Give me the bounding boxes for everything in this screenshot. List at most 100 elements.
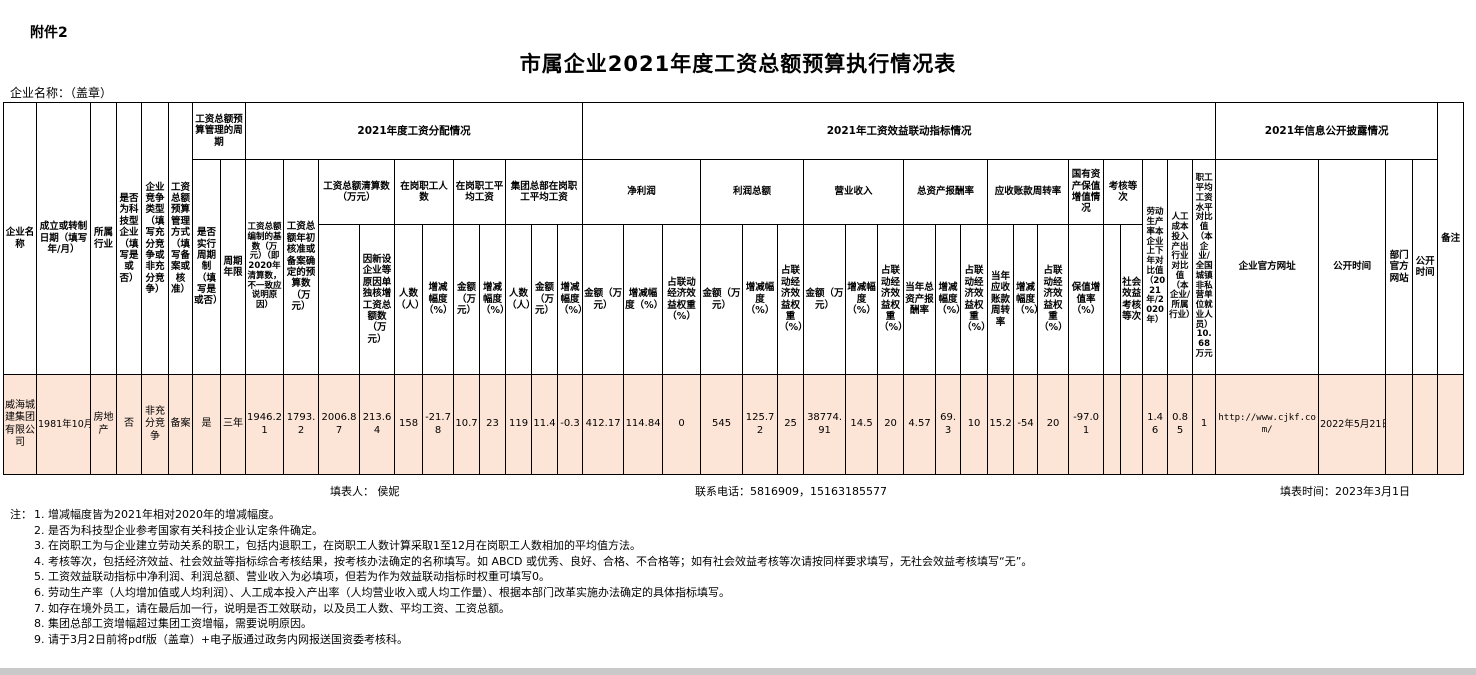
cell-hq-wage-change: -0.3	[557, 374, 584, 475]
cell-revenue-weight: 20	[877, 374, 905, 475]
cell-roa-change: 69.3	[935, 374, 962, 475]
cell-net-profit-change: 114.84	[623, 374, 664, 475]
table-row: 威海城建集团有限公司 1981年10月 房地产 否 非充分竞争 备案 是 三年 …	[3, 374, 1465, 475]
cell-roa-weight: 10	[960, 374, 989, 475]
cell-labor-productivity: 1.46	[1142, 374, 1169, 475]
header-onpost-wage-group: 在岗职工平均工资	[453, 159, 507, 225]
cell-preserve-rate: -97.01	[1068, 374, 1105, 475]
note-line: 5. 工资效益联动指标中净利润、利润总额、营业收入为必填项，但若为作为效益联动指…	[34, 570, 550, 584]
note-line: 9. 请于3月2日前将pdf版（盖章）+电子版通过政务内网报送国资委考核科。	[34, 632, 409, 646]
header-linkage-weight: 占联动经济效益权重（%）	[1037, 224, 1070, 375]
header-linkage-group: 2021年工资效益联动指标情况	[582, 102, 1217, 160]
header-linkage-weight: 占联动经济效益权重（%）	[960, 224, 989, 375]
note-line: 8. 集团总部工资增幅超过集团工资增幅，需要说明原因。	[34, 617, 312, 631]
header-approved-budget: 工资总额年初核准或备案确定的预算数（万元）	[283, 159, 320, 375]
header-change-pct: 增减幅度（%）	[935, 224, 962, 375]
cell-official-site: http://www.cjkf.com/	[1215, 374, 1320, 475]
header-change-pct: 增减幅度（%）	[845, 224, 879, 375]
note-line: 4. 考核等次，包括经济效益、社会效益等指标综合考核结果，按考核办法确定的名称填…	[34, 554, 1033, 568]
header-official-site: 企业官方网址	[1215, 159, 1320, 375]
header-cycle-is: 是否实行周期制（填写是或否）	[192, 159, 221, 375]
header-open-time-2: 公开时间	[1412, 159, 1439, 375]
header-amount-wan: 金额（万元）	[453, 224, 481, 375]
phone-value: 5816909，15163185577	[750, 485, 887, 498]
cell-cycle-years: 三年	[219, 374, 247, 475]
cell-established: 1981年10月	[36, 374, 91, 475]
header-amount-wan: 金额（万元）	[582, 224, 625, 375]
header-onpost-count-group: 在岗职工人数	[394, 159, 455, 225]
header-change-pct: 增减幅度（%）	[479, 224, 507, 375]
header-amount-wan: 金额（万元）	[531, 224, 559, 375]
cell-net-profit: 412.17	[582, 374, 625, 475]
cell-onpost-wage-change: 23	[479, 374, 507, 475]
cell-revenue-change: 14.5	[845, 374, 879, 475]
cell-labor-cost: 0.85	[1167, 374, 1194, 475]
header-change-pct: 增减幅度（%）	[742, 224, 779, 375]
header-budget-method: 工资总额预算管理方式（填写备案或核准）	[168, 102, 193, 375]
header-preserve-group: 国有资产保值增值情况	[1068, 159, 1105, 225]
fill-date-value: 2023年3月1日	[1335, 485, 1410, 498]
cell-remark	[1437, 374, 1465, 475]
header-grade-social: 社会效益考核等次	[1120, 224, 1144, 375]
company-seal-label: 企业名称：（盖章）	[10, 86, 113, 100]
cell-wage-level-ratio: 1	[1192, 374, 1217, 475]
phone-line: 联系电话：5816909，15163185577	[695, 483, 887, 499]
header-established: 成立或转制日期（填写年/月）	[36, 102, 91, 375]
cell-onpost-count-change: -21.78	[422, 374, 455, 475]
note-line: 3. 在岗职工为与企业建立劳动关系的职工，包括内退职工，在岗职工人数计算采取1至…	[34, 539, 641, 553]
cell-receivable-weight: 20	[1037, 374, 1070, 475]
notes-label: 注：	[10, 508, 32, 521]
header-revenue-group: 营业收入	[803, 159, 905, 225]
header-company-name: 企业名称	[3, 102, 37, 375]
cell-settlement-extra: 213.64	[359, 374, 396, 475]
cell-company-name: 威海城建集团有限公司	[3, 374, 37, 475]
header-base-2020: 工资总额编制的基数（万元）（即2020年清算数，不一致应说明原因）	[245, 159, 285, 375]
phone-label: 联系电话：	[695, 485, 750, 498]
header-change-pct: 增减幅度（%）	[422, 224, 455, 375]
preparer-label: 填表人：	[330, 485, 374, 498]
note-line: 6. 劳动生产率（人均增加值或人均利润）、人工成本投入产出率（人均营业收入或人均…	[34, 585, 730, 599]
header-remark: 备注	[1437, 102, 1465, 375]
header-distribution-group: 2021年度工资分配情况	[245, 102, 584, 160]
cell-settlement-main: 2006.87	[318, 374, 361, 475]
header-open-time: 公开时间	[1318, 159, 1387, 375]
header-settlement-group: 工资总额清算数（万元）	[318, 159, 396, 225]
fill-date-line: 填表时间：2023年3月1日	[1280, 483, 1410, 499]
header-labor-productivity: 劳动生产率本企业上下年对比值（2021年/2020年）	[1142, 159, 1169, 375]
header-is-tech: 是否为科技型企业（填写是或否）	[116, 102, 142, 375]
cell-roa: 4.57	[903, 374, 937, 475]
header-receivable-current: 当年应收账款周转率	[987, 224, 1015, 375]
header-count-people: 人数（人）	[505, 224, 533, 375]
header-settlement-main	[318, 224, 361, 375]
cell-open-time-2	[1412, 374, 1439, 475]
header-cycle-group: 工资总额预算管理的周期	[191, 102, 247, 160]
window-bottom-edge	[0, 668, 1476, 675]
cell-receivable: 15.2	[987, 374, 1015, 475]
cell-onpost-count: 158	[394, 374, 424, 475]
cell-grade-social	[1120, 374, 1144, 475]
cell-profit-total-weight: 25	[777, 374, 805, 475]
header-amount-wan: 金额（万元）	[700, 224, 744, 375]
notes-list: 1. 增减幅度皆为2021年相对2020年的增减幅度。 2. 是否为科技型企业参…	[34, 507, 1032, 647]
header-linkage-weight: 占联动经济效益权重（%）	[777, 224, 805, 375]
header-count-people: 人数（人）	[394, 224, 424, 375]
header-preserve-rate: 保值增值率（%）	[1068, 224, 1105, 375]
cell-hq-count: 119	[505, 374, 533, 475]
cell-approved-budget: 1793.2	[283, 374, 320, 475]
header-grade-group: 考核等次	[1103, 159, 1144, 225]
header-linkage-weight: 占联动经济效益权重（%）	[877, 224, 905, 375]
header-dept-site: 部门官方网站	[1385, 159, 1414, 375]
header-competition-type: 企业竞争类型（填写充分竞争或非充分竞争）	[141, 102, 169, 375]
page-title: 市属企业2021年度工资总额预算执行情况表	[519, 52, 957, 76]
header-change-pct: 增减幅度（%）	[623, 224, 664, 375]
cell-grade-empty	[1103, 374, 1122, 475]
cell-dept-site	[1385, 374, 1414, 475]
header-change-pct: 增减幅度（%）	[1013, 224, 1039, 375]
header-wage-level-ratio: 职工平均工资水平对比值（本企业/全国城镇非私营单位就业人员）10.68万元	[1192, 159, 1217, 375]
attachment-label: 附件2	[30, 25, 68, 41]
header-roa-group: 总资产报酬率	[903, 159, 989, 225]
header-labor-cost: 人工成本投入产出行业对比值（本企业/所属行业）	[1167, 159, 1194, 375]
cell-profit-total-change: 125.72	[742, 374, 779, 475]
cell-hq-wage: 11.4	[531, 374, 559, 475]
